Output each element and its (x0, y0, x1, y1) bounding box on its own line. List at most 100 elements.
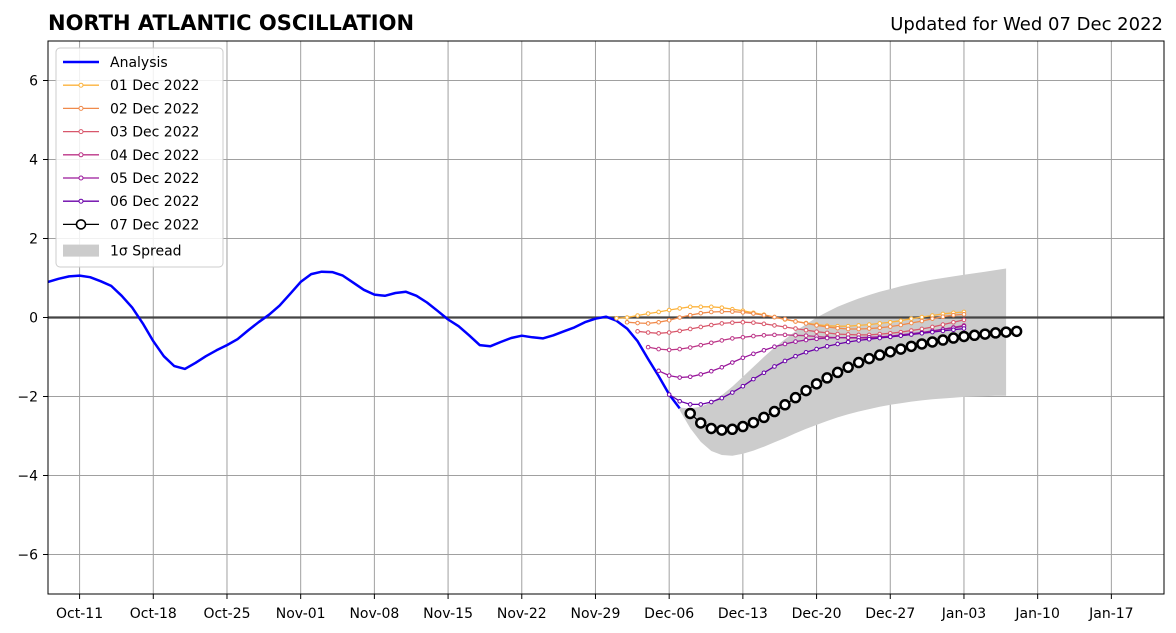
forecast-marker (761, 321, 767, 327)
forecast-marker (730, 390, 735, 395)
x-tick-label: Dec-27 (865, 606, 915, 622)
forecast-marker (740, 355, 746, 361)
forecast-marker (656, 346, 661, 352)
legend-item: 01 Dec 2022 (63, 78, 199, 94)
forecast-marker (751, 333, 756, 339)
forecast-marker (708, 399, 714, 405)
forecast-marker (726, 423, 739, 436)
legend-marker (78, 175, 84, 181)
forecast-marker (761, 312, 767, 318)
forecast-marker (635, 329, 640, 334)
series-7 (684, 325, 1023, 436)
forecast-marker (856, 326, 861, 332)
forecast-marker (895, 343, 907, 355)
forecast-marker (635, 320, 640, 326)
forecast-marker (961, 326, 967, 331)
forecast-marker (684, 407, 696, 420)
forecast-marker (677, 328, 682, 334)
forecast-marker (730, 360, 735, 365)
legend-item: 07 Dec 2022 (63, 217, 199, 233)
legend-marker (78, 105, 84, 111)
forecast-marker (677, 375, 682, 380)
forecast-marker (782, 332, 788, 338)
legend-label: 1σ Spread (110, 244, 182, 260)
legend-box (55, 47, 224, 268)
forecast-marker (968, 329, 981, 342)
forecast-marker (666, 330, 672, 335)
forecast-marker (656, 319, 661, 325)
forecast-marker (930, 329, 935, 335)
series-3 (635, 317, 967, 338)
forecast-marker (730, 309, 735, 314)
forecast-marker (761, 370, 767, 376)
forecast-marker (866, 326, 872, 331)
forecast-marker (730, 336, 735, 341)
x-tick-label: Jan-17 (1088, 606, 1133, 622)
forecast-marker (708, 309, 714, 315)
forecast-marker (845, 339, 851, 345)
forecast-marker (614, 315, 619, 321)
forecast-marker (747, 416, 760, 429)
forecast-marker (898, 318, 904, 323)
forecast-marker (873, 349, 886, 361)
forecast-marker (814, 323, 819, 328)
forecast-marker (705, 422, 718, 435)
y-tick-label: −4 (17, 469, 38, 485)
forecast-marker (831, 366, 844, 379)
legend-item: 04 Dec 2022 (63, 148, 199, 164)
forecast-marker (677, 315, 682, 320)
x-tick-label: Nov-29 (571, 606, 621, 622)
forecast-marker (737, 420, 749, 433)
forecast-marker (926, 336, 939, 348)
forecast-marker (698, 402, 704, 407)
x-tick-label: Dec-06 (644, 606, 694, 622)
forecast-marker (666, 307, 672, 313)
forecast-marker (835, 325, 840, 331)
x-tick-label: Nov-15 (423, 606, 473, 622)
forecast-marker (989, 327, 1002, 339)
x-tick-label: Nov-01 (276, 606, 326, 622)
spread-layer (679, 268, 1007, 456)
forecast-marker (887, 324, 893, 329)
forecast-marker (1000, 326, 1012, 338)
forecast-marker (887, 334, 893, 340)
x-tick-label: Oct-25 (203, 606, 250, 622)
forecast-marker (919, 331, 925, 336)
forecast-marker (666, 317, 672, 323)
forecast-marker (930, 316, 935, 321)
forecast-marker (772, 364, 777, 369)
forecast-marker (821, 372, 833, 384)
forecast-marker (835, 335, 840, 340)
y-tick-label: 0 (29, 311, 38, 327)
forecast-marker (877, 325, 883, 331)
forecast-marker (708, 340, 714, 346)
series-2 (624, 309, 967, 332)
forecast-marker (803, 327, 809, 333)
forecast-marker (719, 321, 725, 326)
forecast-marker (687, 402, 693, 407)
legend-label: 05 Dec 2022 (110, 171, 199, 187)
forecast-marker (719, 305, 725, 310)
forecast-marker (761, 332, 767, 338)
forecast-marker (782, 358, 788, 364)
forecast-marker (687, 374, 693, 380)
forecast-marker (937, 334, 949, 346)
forecast-marker (845, 326, 851, 332)
x-tick-label: Dec-20 (792, 606, 842, 622)
forecast-marker (782, 324, 788, 330)
forecast-marker (824, 344, 830, 349)
forecast-marker (877, 335, 883, 341)
forecast-marker (645, 330, 651, 335)
forecast-marker (666, 392, 672, 397)
forecast-marker (677, 346, 682, 352)
forecast-marker (793, 319, 798, 324)
forecast-marker (824, 335, 830, 341)
forecast-marker (909, 332, 914, 337)
legend-item: 03 Dec 2022 (63, 125, 199, 141)
chart-subtitle: Updated for Wed 07 Dec 2022 (890, 14, 1163, 35)
legend-item: 02 Dec 2022 (63, 101, 199, 117)
forecast-marker (624, 315, 630, 320)
forecast-marker (803, 349, 809, 355)
forecast-marker (793, 339, 798, 344)
legend-label: 07 Dec 2022 (110, 217, 199, 233)
